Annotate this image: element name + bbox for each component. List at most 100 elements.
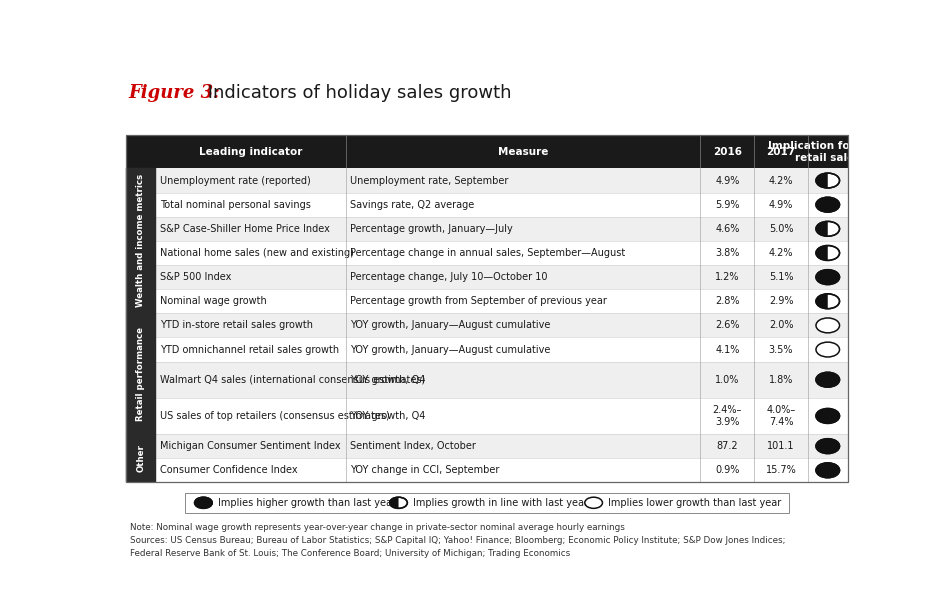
- Text: 4.1%: 4.1%: [715, 344, 739, 355]
- Text: YTD omnichannel retail sales growth: YTD omnichannel retail sales growth: [160, 344, 339, 355]
- Text: S&P 500 Index: S&P 500 Index: [160, 272, 232, 282]
- Text: 87.2: 87.2: [716, 441, 738, 451]
- Text: 2.6%: 2.6%: [715, 320, 739, 330]
- FancyBboxPatch shape: [156, 216, 847, 241]
- Text: 2.0%: 2.0%: [769, 320, 793, 330]
- Circle shape: [816, 372, 840, 387]
- Text: S&P Case-Shiller Home Price Index: S&P Case-Shiller Home Price Index: [160, 224, 330, 234]
- Text: YOY growth, January—August cumulative: YOY growth, January—August cumulative: [350, 320, 550, 330]
- Text: 15.7%: 15.7%: [766, 466, 796, 475]
- Circle shape: [816, 318, 840, 333]
- Circle shape: [816, 439, 840, 453]
- Circle shape: [816, 294, 840, 309]
- Text: Sentiment Index, October: Sentiment Index, October: [350, 441, 476, 451]
- FancyBboxPatch shape: [156, 168, 847, 192]
- Text: 4.9%: 4.9%: [769, 200, 793, 210]
- Text: Nominal wage growth: Nominal wage growth: [160, 296, 267, 306]
- Text: Consumer Confidence Index: Consumer Confidence Index: [160, 466, 297, 475]
- Text: Implies growth in line with last year: Implies growth in line with last year: [413, 497, 588, 508]
- Circle shape: [816, 408, 840, 423]
- Text: 2.8%: 2.8%: [715, 296, 739, 306]
- Text: Retail performance: Retail performance: [137, 327, 145, 421]
- Wedge shape: [816, 294, 827, 309]
- FancyBboxPatch shape: [156, 458, 847, 482]
- Text: 5.0%: 5.0%: [769, 224, 793, 234]
- FancyBboxPatch shape: [156, 338, 847, 362]
- Text: Percentage growth, January—July: Percentage growth, January—July: [350, 224, 513, 234]
- Text: Percentage change, July 10—October 10: Percentage change, July 10—October 10: [350, 272, 547, 282]
- Circle shape: [816, 372, 840, 387]
- Text: Other: Other: [137, 444, 145, 472]
- Text: Percentage growth from September of previous year: Percentage growth from September of prev…: [350, 296, 607, 306]
- FancyBboxPatch shape: [156, 398, 847, 434]
- Circle shape: [390, 497, 408, 508]
- Text: Unemployment rate (reported): Unemployment rate (reported): [160, 175, 311, 186]
- Text: Implies lower growth than last year: Implies lower growth than last year: [608, 497, 782, 508]
- Text: 2017: 2017: [767, 147, 795, 157]
- Circle shape: [585, 497, 602, 508]
- FancyBboxPatch shape: [156, 434, 847, 458]
- Text: Wealth and income metrics: Wealth and income metrics: [137, 174, 145, 308]
- FancyBboxPatch shape: [156, 192, 847, 216]
- Text: US sales of top retailers (consensus estimates): US sales of top retailers (consensus est…: [160, 411, 390, 421]
- Text: Savings rate, Q2 average: Savings rate, Q2 average: [350, 200, 474, 210]
- FancyBboxPatch shape: [126, 168, 156, 314]
- Text: 2.4%–
3.9%: 2.4%– 3.9%: [712, 405, 742, 427]
- Text: Total nominal personal savings: Total nominal personal savings: [160, 200, 311, 210]
- Text: Sources: US Census Bureau; Bureau of Labor Statistics; S&P Capital IQ; Yahoo! Fi: Sources: US Census Bureau; Bureau of Lab…: [130, 535, 786, 545]
- Text: 4.2%: 4.2%: [769, 175, 793, 186]
- Text: Percentage change in annual sales, September—August: Percentage change in annual sales, Septe…: [350, 248, 625, 258]
- Text: 1.8%: 1.8%: [769, 374, 793, 385]
- Text: YOY growth, January—August cumulative: YOY growth, January—August cumulative: [350, 344, 550, 355]
- Circle shape: [816, 463, 840, 478]
- FancyBboxPatch shape: [156, 289, 847, 314]
- FancyBboxPatch shape: [126, 135, 847, 168]
- Text: 4.6%: 4.6%: [715, 224, 739, 234]
- Text: YOY growth, Q4: YOY growth, Q4: [350, 374, 426, 385]
- FancyBboxPatch shape: [156, 241, 847, 265]
- Text: 3.5%: 3.5%: [769, 344, 793, 355]
- FancyBboxPatch shape: [126, 314, 156, 434]
- Text: 4.2%: 4.2%: [769, 248, 793, 258]
- FancyBboxPatch shape: [185, 493, 788, 513]
- Circle shape: [816, 463, 840, 478]
- Text: 5.9%: 5.9%: [715, 200, 739, 210]
- Text: Measure: Measure: [498, 147, 548, 157]
- Text: YOY change in CCI, September: YOY change in CCI, September: [350, 466, 500, 475]
- Circle shape: [816, 270, 840, 285]
- Wedge shape: [816, 221, 827, 236]
- Circle shape: [816, 197, 840, 212]
- Text: 2.9%: 2.9%: [769, 296, 793, 306]
- Circle shape: [816, 270, 840, 285]
- Text: 5.1%: 5.1%: [769, 272, 793, 282]
- Circle shape: [816, 173, 840, 188]
- Circle shape: [816, 439, 840, 453]
- FancyBboxPatch shape: [156, 362, 847, 398]
- Text: 1.0%: 1.0%: [715, 374, 739, 385]
- Text: Walmart Q4 sales (international consensus estimates): Walmart Q4 sales (international consensu…: [160, 374, 426, 385]
- Circle shape: [195, 497, 212, 508]
- Text: 0.9%: 0.9%: [715, 466, 739, 475]
- Text: Implication for 2017
retail sales: Implication for 2017 retail sales: [768, 141, 887, 163]
- Wedge shape: [816, 245, 827, 260]
- Circle shape: [816, 197, 840, 212]
- Text: Implies higher growth than last year: Implies higher growth than last year: [218, 497, 396, 508]
- Circle shape: [195, 497, 212, 508]
- Circle shape: [816, 342, 840, 357]
- FancyBboxPatch shape: [126, 434, 156, 482]
- Wedge shape: [816, 173, 827, 188]
- Text: 4.0%–
7.4%: 4.0%– 7.4%: [767, 405, 796, 427]
- Text: 4.9%: 4.9%: [715, 175, 739, 186]
- Circle shape: [816, 408, 840, 423]
- Text: Note: Nominal wage growth represents year-over-year change in private-sector nom: Note: Nominal wage growth represents yea…: [130, 523, 625, 532]
- Wedge shape: [390, 497, 399, 508]
- Text: National home sales (new and existing): National home sales (new and existing): [160, 248, 353, 258]
- Text: Federal Reserve Bank of St. Louis; The Conference Board; University of Michigan;: Federal Reserve Bank of St. Louis; The C…: [130, 549, 570, 558]
- Text: Indicators of holiday sales growth: Indicators of holiday sales growth: [202, 84, 511, 102]
- Text: Michigan Consumer Sentiment Index: Michigan Consumer Sentiment Index: [160, 441, 341, 451]
- Text: 2016: 2016: [712, 147, 742, 157]
- Text: 1.2%: 1.2%: [715, 272, 739, 282]
- Circle shape: [816, 245, 840, 260]
- FancyBboxPatch shape: [156, 265, 847, 289]
- Text: YTD in-store retail sales growth: YTD in-store retail sales growth: [160, 320, 313, 330]
